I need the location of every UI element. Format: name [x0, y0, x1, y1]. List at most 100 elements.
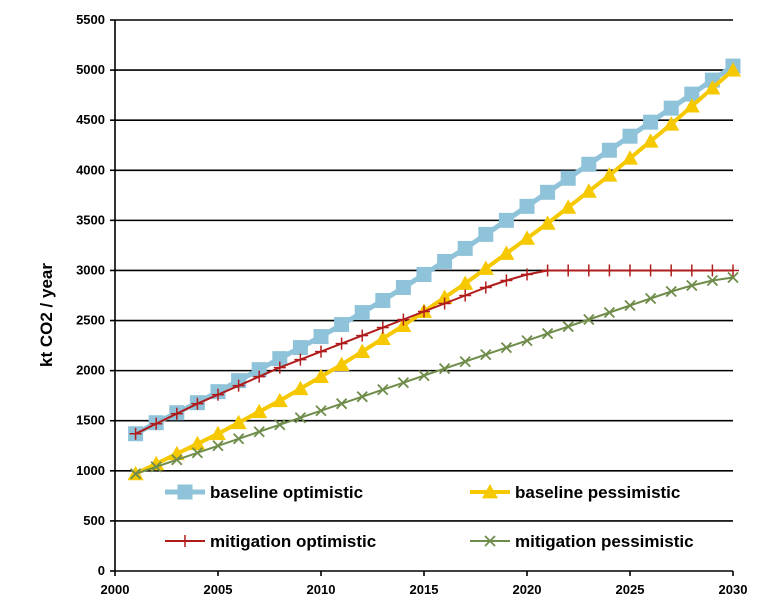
data-point: [212, 440, 224, 452]
data-point: [253, 370, 266, 383]
data-point: [498, 212, 514, 228]
data-point: [335, 398, 348, 410]
series-baseline-optimistic: [128, 58, 741, 442]
x-tick-label: 2025: [616, 582, 645, 597]
data-point: [665, 285, 677, 298]
series-mitigation-optimistic: [129, 264, 739, 440]
data-point: [727, 271, 739, 284]
y-tick-label: 0: [98, 563, 105, 578]
data-point: [498, 245, 515, 260]
data-point: [437, 253, 453, 269]
data-point: [375, 293, 391, 309]
y-tick-label: 500: [83, 513, 105, 528]
data-point: [459, 289, 472, 302]
data-point: [374, 330, 391, 345]
data-point: [436, 289, 453, 304]
y-tick-label: 5500: [76, 12, 105, 27]
data-point: [644, 264, 657, 277]
data-point: [683, 98, 700, 113]
data-point: [706, 274, 719, 287]
data-point: [212, 388, 224, 401]
data-point: [438, 362, 451, 375]
data-point: [191, 447, 204, 459]
data-point: [521, 268, 533, 281]
series-baseline-pessimistic: [127, 62, 741, 481]
data-point: [622, 150, 638, 165]
data-point: [292, 340, 308, 356]
data-point: [313, 329, 329, 345]
series-line-mitigation-optimistic: [135, 269, 733, 435]
data-point: [376, 321, 389, 334]
data-point: [210, 425, 226, 441]
data-point: [583, 313, 595, 326]
data-point: [477, 260, 494, 275]
data-point: [580, 183, 597, 198]
x-tick-label: 2015: [410, 582, 439, 597]
data-point: [582, 264, 595, 277]
data-point: [642, 133, 659, 148]
data-point: [273, 361, 286, 374]
data-point: [560, 199, 577, 214]
data-point: [170, 407, 183, 420]
y-tick-label: 2500: [76, 313, 105, 328]
data-point: [315, 345, 327, 358]
data-point: [643, 114, 659, 130]
data-point: [706, 264, 719, 277]
x-tick-label: 2000: [101, 582, 130, 597]
data-point: [129, 468, 142, 480]
x-tick-labels: 2000 2005 2010 2015 2020 2025 2030: [101, 582, 748, 597]
y-tick-labels: 0 500 1000 1500 2000 2500 3000 3500 4000 4500 5000…: [76, 12, 105, 578]
data-point: [148, 455, 165, 471]
data-point: [562, 320, 574, 333]
y-tick-label: 1000: [76, 463, 105, 478]
y-tick-label: 4000: [76, 162, 105, 177]
series-line-mitigation-pessimistic: [135, 276, 734, 475]
data-point: [274, 419, 286, 431]
data-point: [704, 80, 721, 95]
data-point: [562, 264, 575, 277]
data-point: [686, 279, 698, 292]
legend-item-mitigation-optimistic: mitigation optimistic: [165, 532, 376, 551]
data-point: [685, 264, 698, 277]
data-point: [478, 226, 494, 242]
data-point: [581, 156, 597, 172]
data-point: [150, 417, 163, 430]
data-point: [519, 198, 535, 214]
data-point: [725, 62, 741, 77]
data-point: [251, 403, 268, 419]
data-point: [459, 355, 471, 368]
data-point: [171, 454, 183, 466]
data-point: [189, 435, 206, 451]
data-point: [397, 377, 410, 389]
x-tick-label: 2020: [513, 582, 542, 597]
data-point: [416, 266, 432, 282]
legend-label: baseline optimistic: [210, 483, 363, 502]
data-point: [500, 341, 513, 354]
legend-label: mitigation pessimistic: [515, 532, 694, 551]
data-point: [539, 215, 556, 230]
data-point: [395, 279, 411, 295]
data-point: [519, 230, 535, 245]
data-point: [315, 405, 327, 417]
data-point: [541, 327, 554, 340]
data-point: [418, 305, 430, 318]
data-point: [663, 116, 680, 131]
data-point: [418, 370, 430, 382]
legend-label: baseline pessimistic: [515, 483, 680, 502]
legend-marker: [179, 535, 191, 547]
data-point: [521, 334, 533, 347]
data-point: [354, 305, 370, 321]
data-point: [665, 264, 678, 277]
data-point: [603, 306, 616, 319]
x-tick-label: 2010: [307, 582, 336, 597]
legend-label: mitigation optimistic: [210, 532, 376, 551]
data-point: [377, 384, 389, 396]
data-point: [271, 392, 288, 408]
data-point: [438, 297, 451, 310]
legend-marker: [484, 535, 496, 547]
data-point: [129, 427, 142, 440]
data-point: [335, 337, 348, 350]
data-point: [540, 184, 556, 200]
series-group: [127, 58, 741, 481]
data-point: [727, 264, 739, 277]
